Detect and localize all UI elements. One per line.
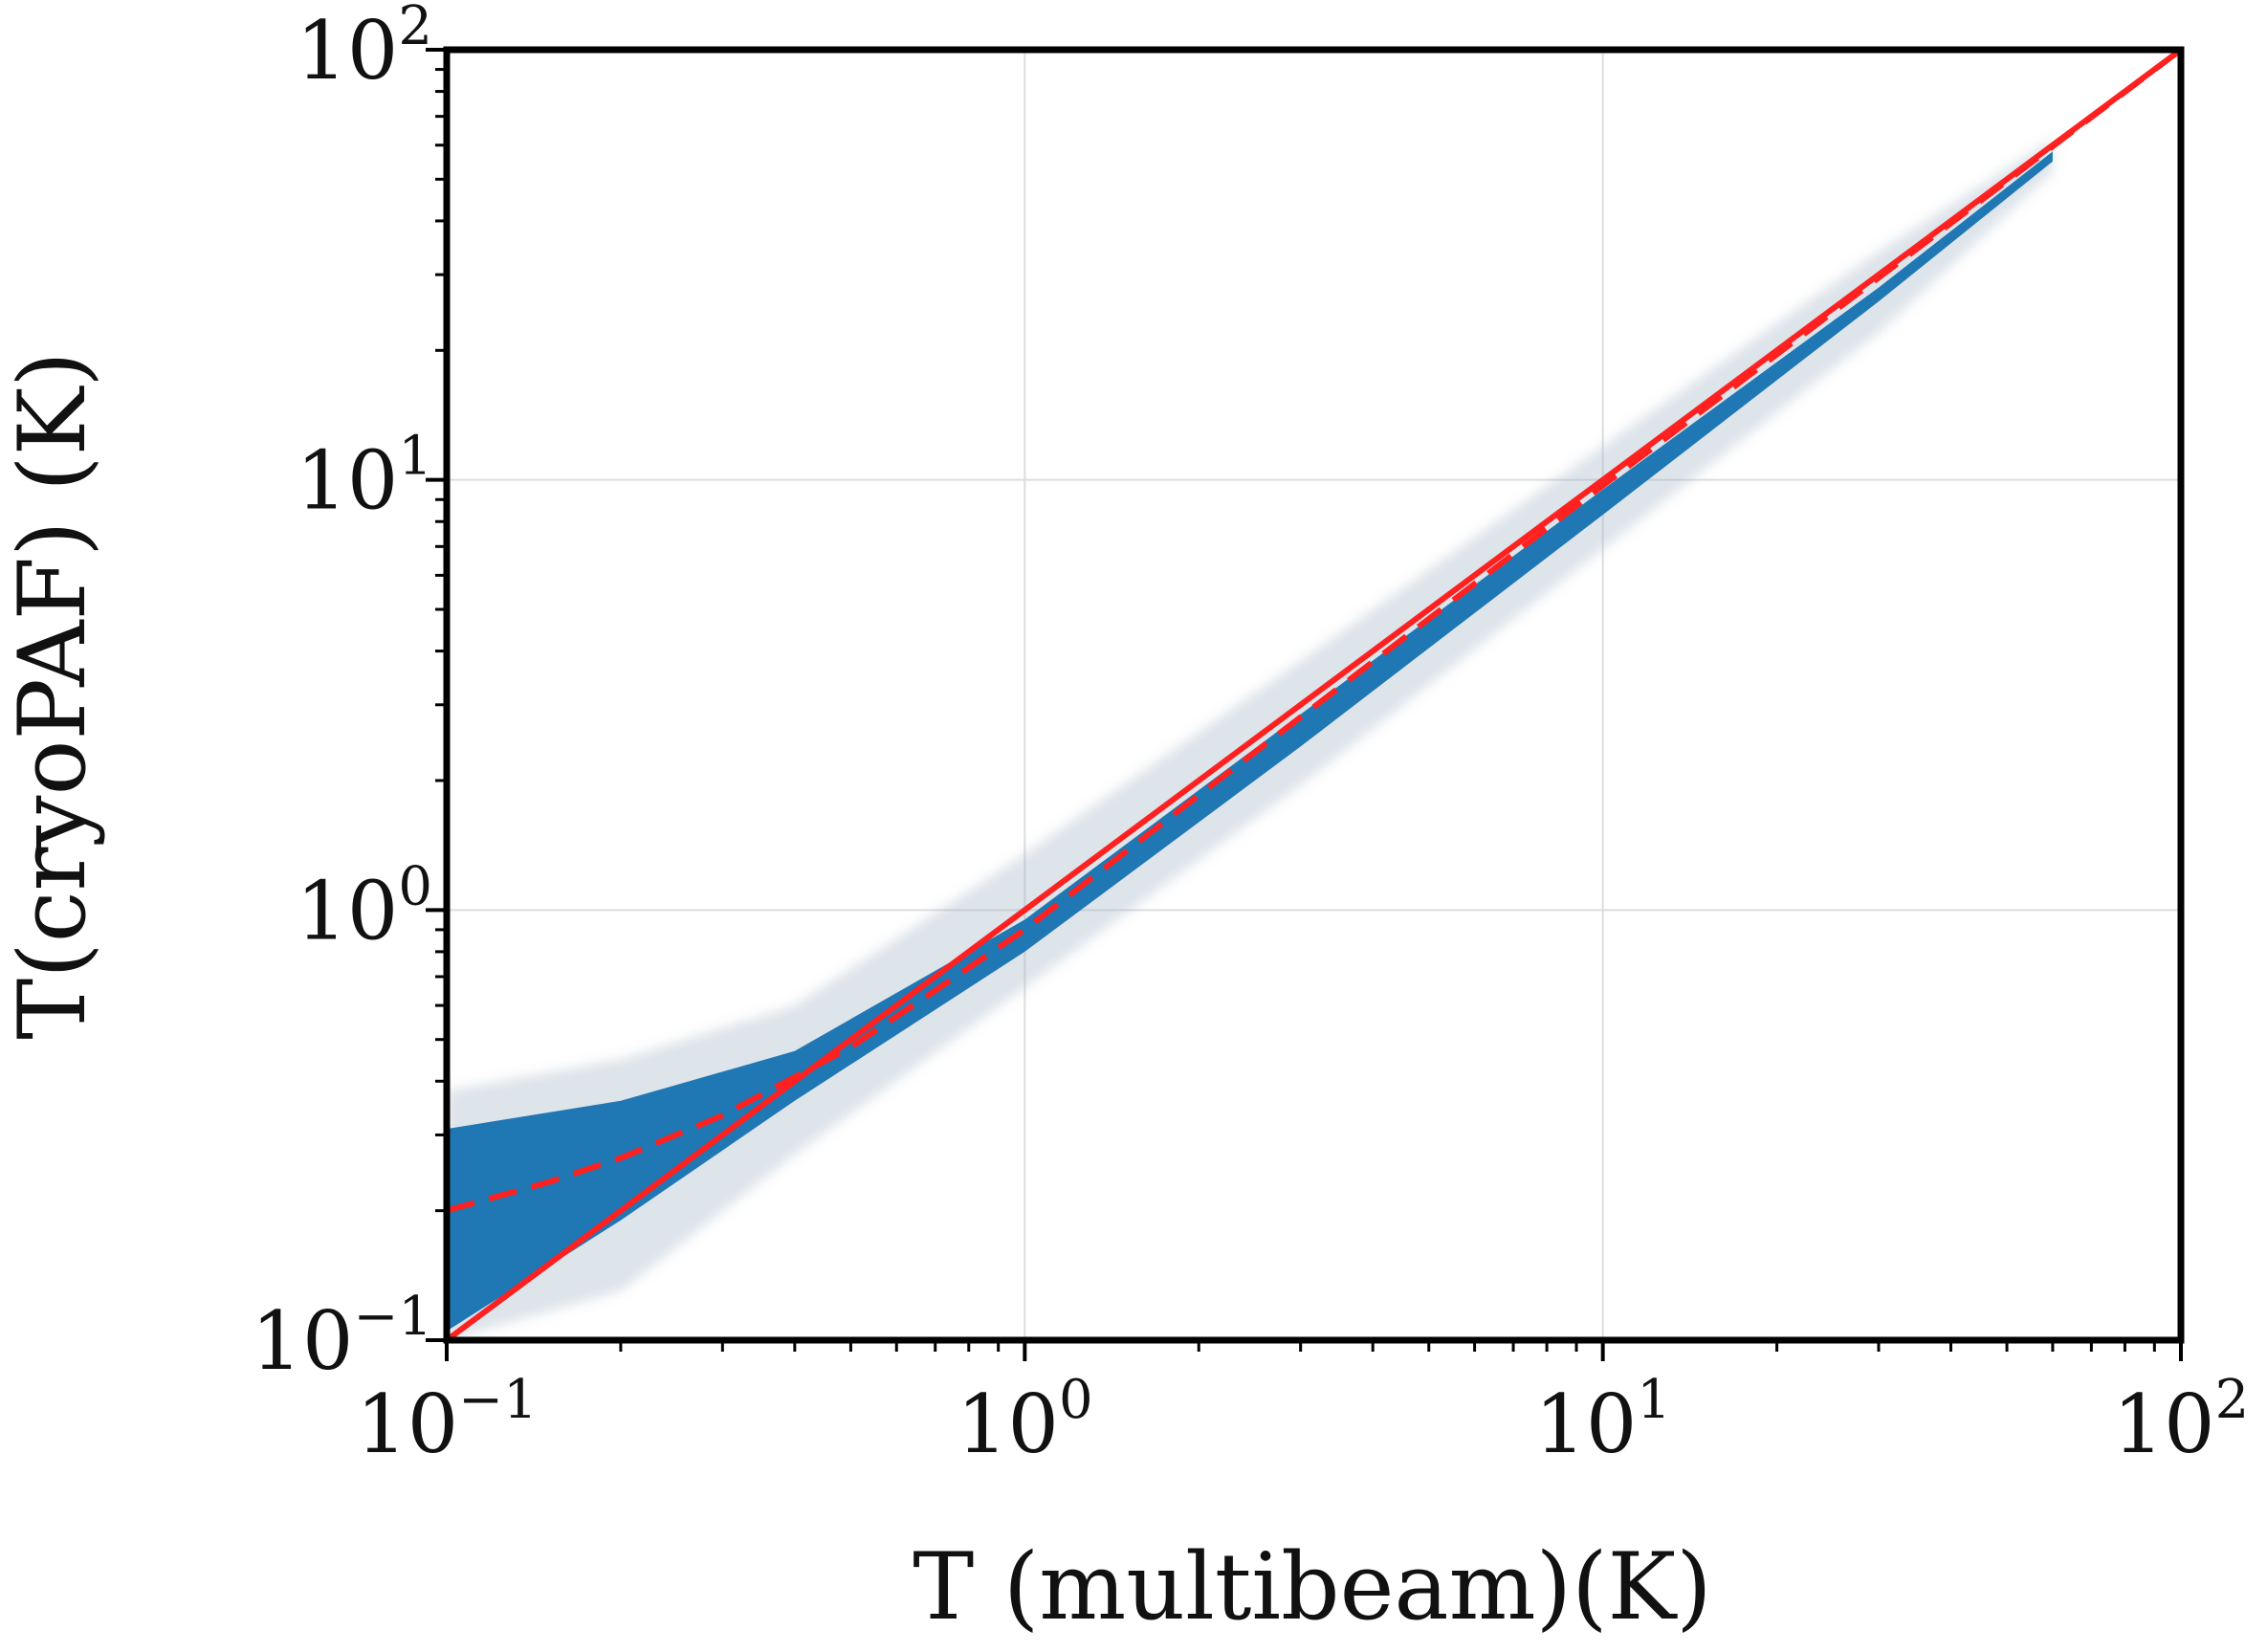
scatter-core	[447, 151, 2053, 1332]
fit-lines	[447, 50, 2181, 1340]
plot-frame	[443, 46, 2185, 1344]
x-tick-label-0: 10−1	[356, 1369, 537, 1471]
x-tick-label-1: 100	[957, 1369, 1093, 1471]
y-tick-label-2: 101	[296, 426, 432, 528]
y-tick-label-1: 100	[296, 855, 432, 958]
x-tick-label-2: 101	[1534, 1369, 1671, 1471]
y-axis-label: T(cryoPAF) (K)	[0, 351, 106, 1039]
y-tick-label-0: 10−1	[252, 1286, 432, 1388]
dashed-fit-line	[447, 50, 2181, 1214]
x-tick-label-3: 102	[2113, 1369, 2250, 1471]
ticks: 10−1 100 101 102 10−1 100 101 102	[252, 0, 2250, 1471]
y-tick-label-3: 102	[296, 0, 432, 98]
x-axis-label: T (multibeam)(K)	[913, 1533, 1711, 1641]
